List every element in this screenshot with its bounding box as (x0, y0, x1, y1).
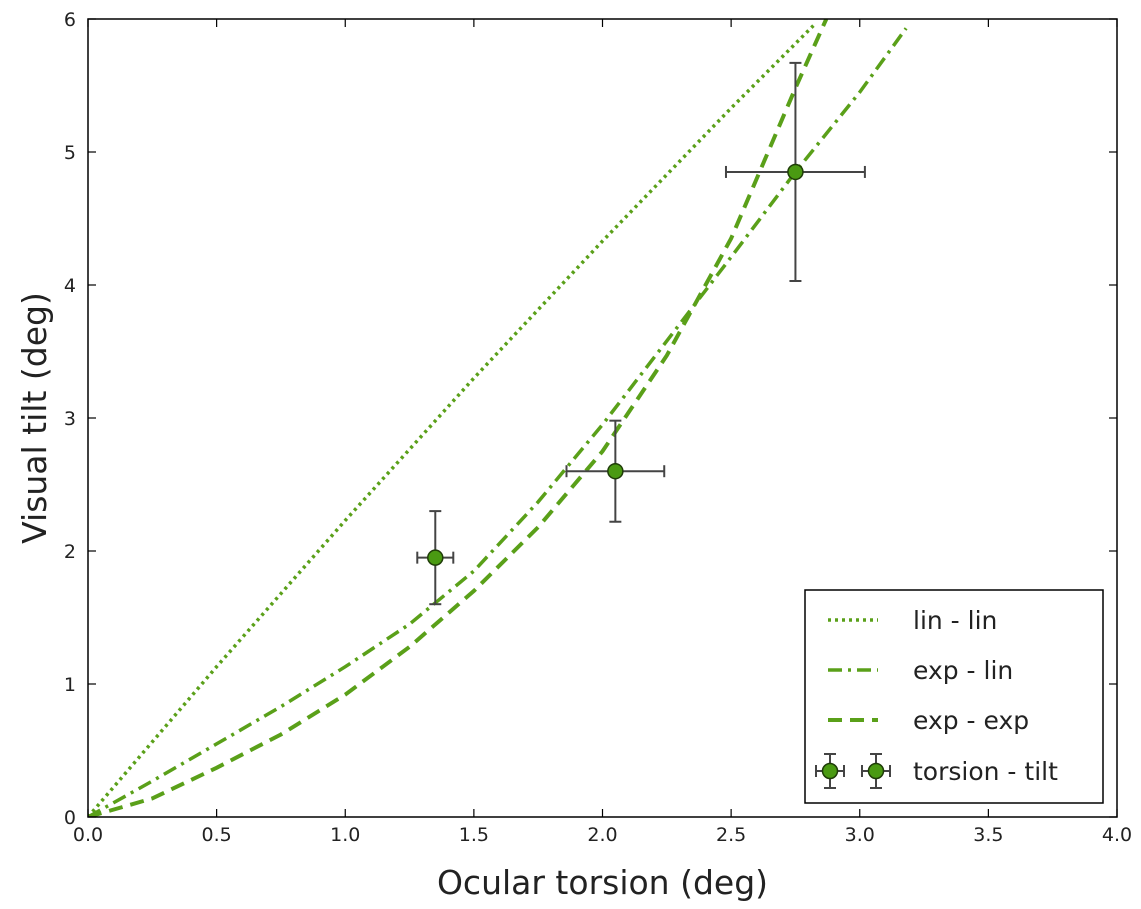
x-tick-label: 2.0 (587, 824, 617, 846)
y-tick-label: 2 (64, 541, 76, 563)
legend: lin - lin exp - lin exp - exp torsion - til… (804, 589, 1104, 804)
x-tick-label: 0.0 (73, 824, 103, 846)
x-tick-label: 3.5 (973, 824, 1003, 846)
data-point (416, 510, 455, 606)
series-line-exp-exp (88, 19, 829, 817)
point-marker (787, 163, 804, 181)
x-axis-ticks: 0.0 0.5 1.0 1.5 2.0 2.5 3.0 3.5 4.0 (73, 19, 1132, 846)
legend-item: lin - lin (828, 606, 997, 635)
legend-item: torsion - tilt (815, 753, 1058, 789)
y-tick-label: 0 (64, 807, 76, 829)
legend-label: exp - exp (913, 706, 1029, 735)
y-axis-title: Visual tilt (deg) (15, 292, 54, 544)
y-tick-label: 4 (64, 275, 76, 297)
legend-item: exp - exp (828, 706, 1029, 735)
y-tick-label: 6 (64, 9, 76, 31)
y-tick-label: 3 (64, 408, 76, 430)
x-tick-label: 2.5 (716, 824, 746, 846)
y-tick-label: 1 (64, 674, 76, 696)
legend-label: lin - lin (913, 606, 997, 635)
data-point (724, 61, 866, 283)
errorbar-points (416, 61, 866, 606)
x-tick-label: 3.0 (845, 824, 875, 846)
x-tick-label: 1.0 (330, 824, 360, 846)
legend-marker (867, 762, 885, 780)
legend-label: torsion - tilt (913, 757, 1058, 786)
series-line-lin-lin (88, 24, 815, 817)
y-tick-label: 5 (64, 142, 76, 164)
legend-label: exp - lin (913, 656, 1013, 685)
legend-box (804, 589, 1104, 804)
x-tick-label: 1.5 (459, 824, 489, 846)
point-marker (427, 549, 444, 566)
series-line-exp-lin (88, 27, 908, 817)
y-axis-ticks: 0 1 2 3 4 5 6 (64, 9, 1117, 829)
point-marker (607, 462, 624, 480)
legend-marker (821, 762, 839, 780)
legend-item: exp - lin (828, 656, 1013, 685)
plot-series (88, 19, 908, 817)
x-axis-title: Ocular torsion (deg) (437, 863, 768, 902)
x-tick-label: 4.0 (1102, 824, 1132, 846)
x-tick-label: 0.5 (202, 824, 232, 846)
data-point (565, 419, 666, 523)
